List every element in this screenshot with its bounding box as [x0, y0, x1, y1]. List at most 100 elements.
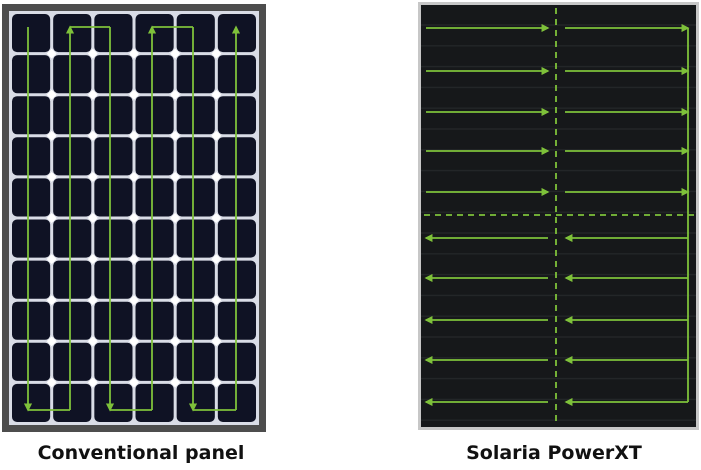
conventional-cell — [135, 260, 174, 299]
conventional-cell — [217, 219, 256, 258]
conventional-cell-corner-dot — [87, 213, 98, 223]
conventional-cell-corner-dot — [170, 336, 181, 347]
conventional-panel-caption: Conventional panel — [37, 442, 245, 464]
conventional-cell-corner-dot — [87, 171, 98, 182]
conventional-cell-corner-dot — [170, 89, 181, 100]
conventional-cell — [176, 342, 215, 381]
conventional-cell — [94, 301, 133, 340]
conventional-cell — [53, 137, 92, 176]
conventional-current-path — [23, 25, 241, 412]
conventional-cell-corner-dot — [129, 213, 139, 223]
conventional-cell-corner-dot — [211, 336, 222, 347]
conventional-cell — [135, 342, 174, 381]
conventional-cell — [94, 260, 133, 299]
conventional-cell — [135, 219, 174, 258]
conventional-cell — [217, 383, 256, 422]
conventional-cell — [53, 383, 92, 422]
conventional-cell — [53, 260, 92, 299]
conventional-cell-corner-dot — [170, 171, 181, 182]
conventional-cell-corner-dot — [211, 171, 222, 182]
conventional-cell — [176, 14, 215, 53]
conventional-cell-corner-dot — [211, 295, 222, 306]
conventional-cell-corner-dot — [129, 295, 139, 306]
conventional-cell-corner-dot — [170, 377, 181, 388]
conventional-cell — [176, 137, 215, 176]
conventional-cell — [217, 96, 256, 135]
conventional-cell — [53, 219, 92, 258]
conventional-cell-corner-dot — [87, 130, 98, 141]
conventional-cell — [12, 260, 51, 299]
conventional-cell-corner-dot — [46, 213, 57, 223]
conventional-cell — [12, 178, 51, 217]
conventional-panel — [2, 4, 266, 432]
conventional-cell — [94, 96, 133, 135]
conventional-cell — [94, 342, 133, 381]
conventional-cell-corner-dot — [129, 171, 139, 182]
conventional-cell — [176, 55, 215, 94]
conventional-cell — [135, 14, 174, 53]
conventional-cell — [53, 178, 92, 217]
conventional-cell — [135, 55, 174, 94]
powerxt-panel-caption: Solaria PowerXT — [466, 442, 642, 464]
conventional-cell — [94, 55, 133, 94]
conventional-cell — [94, 137, 133, 176]
powerxt-panel-surface — [421, 5, 696, 427]
conventional-cell — [12, 55, 51, 94]
conventional-cell — [217, 260, 256, 299]
conventional-cell — [12, 96, 51, 135]
conventional-cell — [12, 383, 51, 422]
conventional-cell-corner-dot — [211, 89, 222, 100]
conventional-cell — [217, 342, 256, 381]
conventional-cell-corner-dot — [129, 48, 139, 59]
conventional-cell — [12, 301, 51, 340]
powerxt-strip-lines — [421, 24, 696, 421]
conventional-cell — [12, 137, 51, 176]
conventional-cell — [94, 383, 133, 422]
conventional-cell-corner-dot — [46, 171, 57, 182]
conventional-cell-corner-dot — [129, 336, 139, 347]
conventional-cell — [217, 137, 256, 176]
conventional-cell — [217, 55, 256, 94]
conventional-cell-corner-dot — [170, 130, 181, 141]
conventional-cell — [135, 178, 174, 217]
conventional-cell-corner-dot — [46, 130, 57, 141]
conventional-cell — [176, 178, 215, 217]
conventional-cell-corner-dot — [129, 89, 139, 100]
conventional-cell-corner-dots — [46, 48, 222, 388]
conventional-cell-corner-dot — [46, 89, 57, 100]
conventional-cell — [135, 301, 174, 340]
conventional-cell — [53, 14, 92, 53]
conventional-cell — [135, 137, 174, 176]
conventional-cell-corner-dot — [211, 130, 222, 141]
conventional-cell — [217, 178, 256, 217]
conventional-cell — [135, 383, 174, 422]
conventional-cell-corner-dot — [211, 377, 222, 388]
conventional-cell — [135, 96, 174, 135]
conventional-cell — [217, 301, 256, 340]
conventional-cell — [176, 383, 215, 422]
conventional-cell-corner-dot — [211, 48, 222, 59]
conventional-cell — [176, 301, 215, 340]
conventional-cell — [94, 219, 133, 258]
conventional-cell-corner-dot — [170, 254, 181, 265]
conventional-cell — [176, 219, 215, 258]
conventional-cell — [53, 301, 92, 340]
conventional-cell — [94, 178, 133, 217]
conventional-cell-corner-dot — [211, 213, 222, 223]
conventional-cell — [53, 55, 92, 94]
conventional-cell-corner-dot — [87, 48, 98, 59]
conventional-cell-corner-dot — [129, 254, 139, 265]
powerxt-panel — [418, 2, 699, 430]
conventional-cell-corner-dot — [87, 89, 98, 100]
conventional-cell — [94, 14, 133, 53]
conventional-cell — [176, 260, 215, 299]
powerxt-current-path — [424, 8, 694, 424]
conventional-cell-corner-dot — [170, 295, 181, 306]
conventional-cell — [217, 14, 256, 53]
conventional-cell — [176, 96, 215, 135]
conventional-cell — [12, 14, 51, 53]
conventional-cell-corner-dot — [170, 213, 181, 223]
conventional-cell-corner-dot — [170, 48, 181, 59]
conventional-cell-corner-dot — [129, 377, 139, 388]
